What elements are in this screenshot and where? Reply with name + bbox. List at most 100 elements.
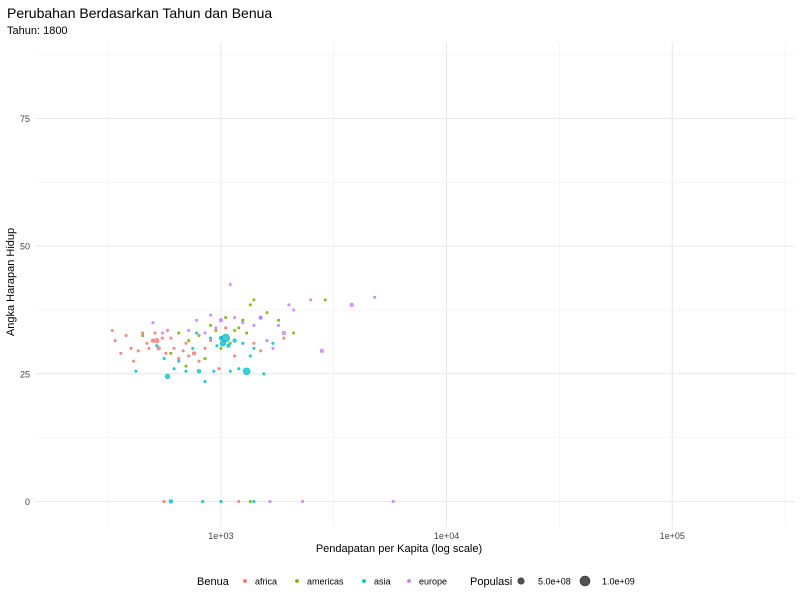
legend-label-americas: americas bbox=[307, 577, 344, 587]
data-point-asia bbox=[168, 499, 173, 504]
data-point-americas bbox=[233, 328, 237, 332]
data-point-americas bbox=[277, 318, 281, 322]
legend-size-label: 5.0e+08 bbox=[538, 577, 571, 587]
y-tick-label: 0 bbox=[25, 497, 30, 507]
data-point-asia bbox=[134, 369, 138, 373]
data-point-americas bbox=[252, 298, 256, 302]
data-point-asia bbox=[219, 499, 223, 503]
data-point-europe bbox=[271, 346, 275, 350]
data-point-asia bbox=[155, 344, 159, 348]
data-point-europe bbox=[349, 302, 354, 307]
data-point-africa bbox=[181, 349, 185, 353]
data-point-africa bbox=[184, 341, 188, 345]
data-point-africa bbox=[129, 346, 133, 350]
y-tick-label: 50 bbox=[20, 242, 30, 252]
legend-key-africa bbox=[243, 579, 247, 583]
data-point-africa bbox=[124, 334, 128, 338]
data-point-africa bbox=[162, 499, 166, 503]
data-point-europe bbox=[287, 303, 291, 307]
data-point-americas bbox=[248, 303, 252, 307]
data-point-africa bbox=[145, 341, 149, 345]
data-point-europe bbox=[277, 323, 281, 327]
data-point-asia bbox=[241, 341, 245, 345]
data-point-africa bbox=[150, 338, 156, 343]
data-point-africa bbox=[110, 328, 114, 332]
chart-subtitle: Tahun: 1800 bbox=[7, 25, 68, 37]
data-point-europe bbox=[214, 326, 218, 330]
data-point-asia bbox=[237, 367, 241, 371]
data-point-africa bbox=[237, 499, 241, 503]
data-point-americas bbox=[203, 357, 207, 361]
data-point-africa bbox=[156, 346, 161, 351]
data-point-americas bbox=[323, 298, 327, 302]
data-point-asia bbox=[191, 346, 195, 350]
data-point-africa bbox=[172, 346, 176, 350]
data-point-asia bbox=[271, 341, 275, 345]
data-point-europe bbox=[233, 316, 237, 320]
data-point-africa bbox=[203, 346, 207, 350]
data-point-africa bbox=[141, 331, 145, 335]
data-point-africa bbox=[191, 351, 197, 356]
legend-label-asia: asia bbox=[374, 577, 391, 587]
data-point-africa bbox=[197, 359, 201, 363]
data-point-europe bbox=[218, 318, 223, 323]
y-tick-label: 25 bbox=[20, 369, 30, 379]
data-point-africa bbox=[177, 357, 181, 361]
data-point-americas bbox=[245, 331, 249, 335]
data-point-asia bbox=[162, 357, 166, 361]
data-point-asia bbox=[221, 333, 230, 343]
data-point-africa bbox=[164, 351, 168, 355]
data-point-africa bbox=[259, 349, 263, 353]
y-tick-label: 75 bbox=[20, 114, 30, 124]
data-point-europe bbox=[209, 313, 213, 317]
data-point-asia bbox=[197, 369, 202, 374]
data-point-africa bbox=[233, 354, 237, 358]
data-point-americas bbox=[197, 334, 201, 338]
data-point-americas bbox=[214, 328, 218, 332]
data-point-asia bbox=[209, 336, 213, 340]
data-point-africa bbox=[217, 367, 221, 371]
chart-title: Perubahan Berdasarkan Tahun dan Benua bbox=[7, 5, 272, 21]
data-point-americas bbox=[224, 316, 228, 320]
data-point-europe bbox=[301, 499, 305, 503]
data-point-europe bbox=[319, 348, 324, 353]
data-point-africa bbox=[187, 354, 191, 358]
data-point-asia bbox=[252, 499, 256, 503]
data-point-asia bbox=[172, 367, 176, 371]
data-point-americas bbox=[248, 499, 252, 503]
x-axis-label: Pendapatan per Kapita (log scale) bbox=[316, 543, 482, 555]
x-tick-label: 1e+05 bbox=[660, 531, 685, 541]
data-point-americas bbox=[265, 311, 269, 315]
data-point-africa bbox=[224, 326, 228, 330]
data-point-americas bbox=[169, 351, 173, 355]
data-point-africa bbox=[160, 336, 164, 340]
grid-lines bbox=[35, 42, 795, 527]
data-point-americas bbox=[219, 346, 223, 350]
data-point-africa bbox=[136, 349, 140, 353]
data-point-asia bbox=[228, 369, 232, 373]
data-point-asia bbox=[252, 346, 256, 350]
legend: Benua africa americas asia europe Populasi 5.0… bbox=[197, 575, 635, 588]
data-point-americas bbox=[292, 331, 296, 335]
data-point-asia bbox=[212, 369, 216, 373]
legend-key-europe bbox=[407, 579, 411, 583]
data-point-africa bbox=[147, 346, 151, 350]
legend-label-africa: africa bbox=[255, 577, 277, 587]
legend-size-key bbox=[517, 577, 525, 585]
data-point-asia bbox=[201, 499, 205, 503]
legend-size-label: 1.0e+09 bbox=[602, 577, 635, 587]
data-point-asia bbox=[164, 373, 171, 379]
data-point-europe bbox=[228, 282, 232, 286]
data-point-europe bbox=[241, 321, 245, 325]
data-point-europe bbox=[195, 318, 199, 322]
data-point-americas bbox=[184, 364, 188, 368]
data-point-europe bbox=[160, 331, 164, 335]
data-points bbox=[110, 282, 395, 504]
data-point-asia bbox=[184, 369, 188, 373]
data-point-africa bbox=[169, 336, 173, 340]
data-point-asia bbox=[242, 367, 251, 375]
legend-size-key bbox=[579, 575, 591, 587]
data-point-americas bbox=[228, 341, 232, 345]
data-point-europe bbox=[309, 298, 313, 302]
